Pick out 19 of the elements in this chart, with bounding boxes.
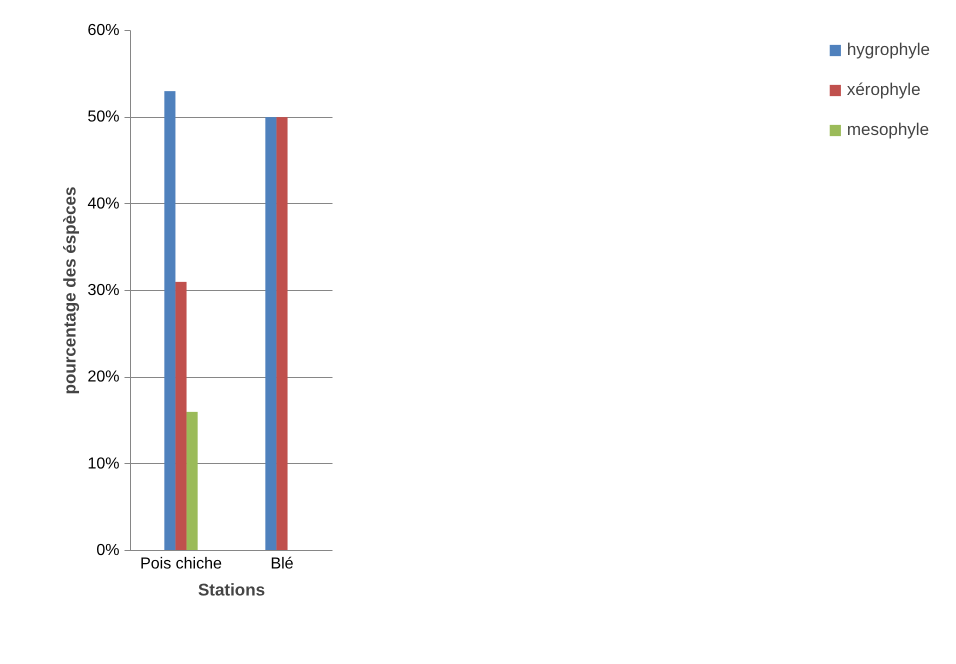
bar [276, 117, 288, 550]
x-axis-title: Stations [198, 580, 266, 600]
bar [175, 282, 187, 550]
y-tick-label: 30% [87, 282, 120, 299]
legend-label: xérophyle [846, 80, 921, 100]
y-tick-label: 0% [96, 542, 120, 559]
y-axis-title: pourcentage des éspèces [60, 186, 80, 394]
y-tick-label: 60% [87, 22, 120, 39]
y-tick-label: 50% [87, 108, 120, 126]
y-tick-label: 10% [87, 455, 120, 472]
legend-label: mesophyle [846, 120, 930, 140]
x-tick-label: Pois chiche [140, 556, 222, 572]
x-tick-label: Blé [270, 556, 294, 572]
y-tick-label: 20% [87, 368, 120, 386]
bar [186, 412, 198, 550]
legend-label: hygrophyle [846, 40, 930, 60]
bar [265, 117, 276, 550]
bar [164, 91, 176, 550]
y-tick-label: 40% [87, 195, 120, 212]
